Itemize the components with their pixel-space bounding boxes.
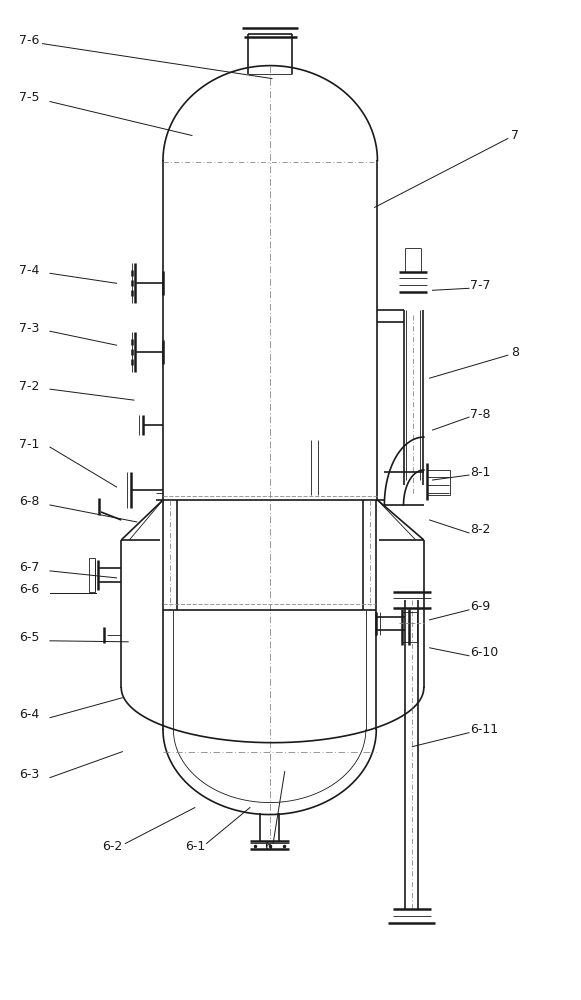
Text: 6-3: 6-3 [19, 768, 40, 781]
Text: 6-9: 6-9 [470, 600, 490, 613]
Text: 7: 7 [511, 129, 519, 142]
Text: 8-2: 8-2 [470, 523, 490, 536]
Text: 6-4: 6-4 [19, 708, 40, 721]
Text: 7-7: 7-7 [470, 279, 491, 292]
Text: 7-4: 7-4 [19, 264, 40, 277]
Text: 6-6: 6-6 [19, 583, 40, 596]
Text: 7-2: 7-2 [19, 380, 40, 393]
Text: 6: 6 [264, 840, 272, 853]
Bar [89, 558, 95, 592]
Bar [427, 470, 450, 495]
Text: 7-5: 7-5 [19, 91, 40, 104]
Text: 7-6: 7-6 [19, 34, 40, 47]
Bar [403, 612, 417, 642]
Text: 7-3: 7-3 [19, 322, 40, 335]
Text: 7-8: 7-8 [470, 408, 491, 421]
Text: 7-1: 7-1 [19, 438, 40, 451]
Text: 6-5: 6-5 [19, 631, 40, 644]
Text: 6-2: 6-2 [102, 840, 123, 853]
Text: 6-1: 6-1 [185, 840, 205, 853]
Text: 6-10: 6-10 [470, 646, 498, 659]
Text: 8-1: 8-1 [470, 466, 490, 479]
Text: 6-8: 6-8 [19, 495, 40, 508]
Text: 6-11: 6-11 [470, 723, 498, 736]
Text: 6-7: 6-7 [19, 561, 40, 574]
Text: 8: 8 [511, 346, 519, 359]
